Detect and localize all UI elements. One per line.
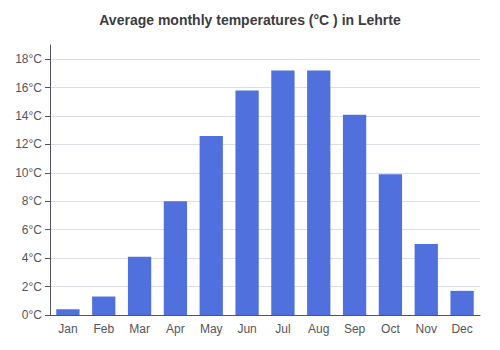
svg-text:Average monthly temperatures (: Average monthly temperatures (°C ) in Le…: [99, 12, 401, 28]
svg-text:0°C: 0°C: [22, 308, 42, 322]
svg-text:Apr: Apr: [166, 322, 185, 336]
svg-text:Nov: Nov: [416, 322, 437, 336]
svg-text:2°C: 2°C: [22, 280, 42, 294]
svg-text:Sep: Sep: [344, 322, 366, 336]
svg-text:8°C: 8°C: [22, 194, 42, 208]
svg-text:6°C: 6°C: [22, 223, 42, 237]
svg-text:Dec: Dec: [451, 322, 472, 336]
svg-text:Jan: Jan: [58, 322, 77, 336]
svg-text:10°C: 10°C: [15, 166, 42, 180]
svg-text:Aug: Aug: [308, 322, 329, 336]
svg-text:Jun: Jun: [237, 322, 256, 336]
svg-text:May: May: [200, 322, 223, 336]
svg-text:Jul: Jul: [275, 322, 290, 336]
svg-text:4°C: 4°C: [22, 251, 42, 265]
svg-text:Oct: Oct: [381, 322, 400, 336]
svg-text:14°C: 14°C: [15, 109, 42, 123]
svg-text:Feb: Feb: [93, 322, 114, 336]
svg-text:Mar: Mar: [129, 322, 150, 336]
svg-text:18°C: 18°C: [15, 52, 42, 66]
svg-text:12°C: 12°C: [15, 137, 42, 151]
svg-text:16°C: 16°C: [15, 81, 42, 95]
